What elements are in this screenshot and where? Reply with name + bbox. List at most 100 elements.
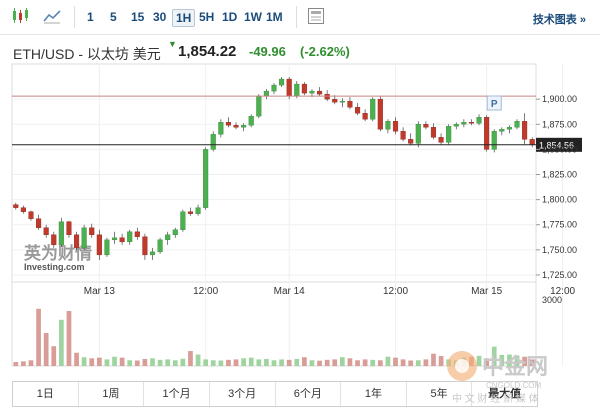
- chart-toolbar: 1 5 15 30 1H 5H 1D 1W 1M 技术图表 »: [0, 0, 600, 35]
- volume-bar: [134, 360, 140, 366]
- current-price: 1,854.22: [178, 43, 237, 60]
- candle: [347, 100, 353, 108]
- candle: [180, 211, 186, 230]
- tf-1[interactable]: 1: [87, 10, 94, 24]
- tf-1w[interactable]: 1W: [244, 10, 262, 24]
- candle: [529, 139, 535, 145]
- candle: [453, 124, 459, 127]
- tech-chart-link[interactable]: 技术图表 »: [532, 14, 586, 26]
- candle: [36, 218, 42, 228]
- candle: [317, 90, 323, 95]
- volume-bar: [362, 359, 368, 366]
- volume-bar: [74, 352, 79, 366]
- volume-bar: [112, 356, 117, 366]
- volume-bar: [81, 357, 87, 366]
- candle: [241, 125, 247, 128]
- volume-bar: [51, 346, 57, 366]
- price-tag: [536, 137, 582, 152]
- candle: [187, 211, 194, 214]
- volume-bar: [172, 360, 178, 366]
- candle: [58, 221, 64, 246]
- logo-sub: Investing.com: [24, 262, 85, 272]
- volume-bar: [431, 353, 436, 366]
- candle: [263, 90, 269, 97]
- candle: [286, 78, 292, 97]
- x-tick-label: Mar 15: [471, 286, 503, 297]
- candle: [20, 207, 26, 212]
- volume-bar: [248, 357, 254, 366]
- volume-bar: [400, 359, 406, 366]
- price-tag-label: 1,854.56: [539, 140, 574, 150]
- cngold-watermark: 中金网 CNGOLD.COM 中 文 财 经 新 媒 体: [447, 351, 548, 405]
- volume-bar: [499, 355, 505, 366]
- volume-bar: [370, 359, 376, 366]
- range-6m[interactable]: 6个月: [276, 382, 342, 406]
- volume-bar: [476, 355, 482, 366]
- volume-bar: [142, 358, 148, 366]
- candle: [332, 98, 338, 103]
- volume-bar: [119, 357, 125, 366]
- volume-bar: [317, 360, 322, 366]
- price-change: -49.96: [249, 44, 286, 59]
- tf-1m[interactable]: 1M: [266, 10, 283, 24]
- tf-5h[interactable]: 5H: [199, 10, 215, 24]
- candle: [354, 106, 361, 114]
- volume-bar: [104, 359, 110, 366]
- candle: [51, 234, 57, 246]
- tf-5[interactable]: 5: [110, 10, 117, 24]
- candle: [233, 125, 239, 128]
- candle: [89, 227, 95, 235]
- candle: [119, 237, 125, 243]
- range-5y[interactable]: 5年: [407, 382, 473, 406]
- candlestick-icon[interactable]: [10, 6, 30, 26]
- price-change-pct: (-2.62%): [300, 44, 350, 59]
- tf-1d[interactable]: 1D: [222, 10, 238, 24]
- range-max[interactable]: 最大值: [488, 388, 522, 400]
- candle: [172, 229, 178, 235]
- volume-bar: [150, 358, 155, 366]
- candle: [415, 124, 421, 144]
- candle: [28, 211, 34, 219]
- volume-bar: [415, 360, 421, 366]
- range-1m[interactable]: 1个月: [144, 382, 210, 406]
- tf-1h[interactable]: 1H: [172, 9, 196, 27]
- candle: [218, 122, 224, 135]
- pivot-marker[interactable]: [486, 95, 502, 111]
- volume-bar: [324, 359, 330, 366]
- volume-bar: [256, 359, 262, 366]
- range-1d[interactable]: 1日: [13, 382, 79, 406]
- candle: [362, 113, 368, 120]
- volume-bar: [36, 308, 41, 366]
- candle: [499, 129, 505, 132]
- volume-bar: [89, 358, 95, 366]
- volume-bar: [484, 358, 489, 366]
- candle: [225, 122, 231, 126]
- line-chart-icon[interactable]: [42, 6, 62, 26]
- volume-bar: [339, 357, 345, 366]
- volume-bar: [43, 333, 49, 366]
- tf-30[interactable]: 30: [153, 10, 167, 24]
- candle: [104, 239, 110, 256]
- change-arrow-icon: ▼: [168, 39, 177, 49]
- range-1y[interactable]: 1年: [341, 382, 407, 406]
- candle: [301, 83, 307, 94]
- volume-bar: [438, 356, 444, 366]
- candle: [256, 95, 262, 117]
- candle: [96, 234, 102, 256]
- volume-bar: [210, 360, 216, 366]
- tf-15[interactable]: 15: [131, 10, 145, 24]
- candle: [81, 227, 87, 249]
- y-tick-label: 1,775.00: [542, 220, 577, 230]
- candle: [339, 100, 345, 103]
- calculator-icon[interactable]: [306, 6, 326, 26]
- candle: [370, 98, 376, 120]
- range-1w[interactable]: 1周: [79, 382, 145, 406]
- volume-bar: [302, 357, 307, 366]
- range-3m[interactable]: 3个月: [210, 382, 276, 406]
- candle: [294, 83, 300, 97]
- volume-bar: [180, 358, 186, 366]
- volume-tick-label: 3000: [542, 295, 562, 305]
- candle: [111, 237, 118, 241]
- volume-bar: [59, 319, 64, 366]
